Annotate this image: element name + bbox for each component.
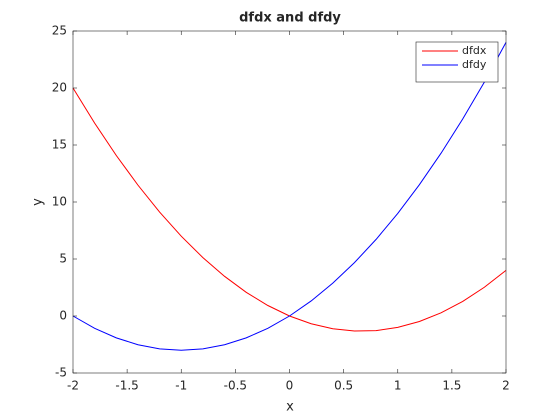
x-tick-label: 1.5 — [442, 379, 461, 393]
x-tick-label: -0.5 — [224, 379, 247, 393]
legend-label: dfdx — [462, 44, 487, 57]
y-tick-label: 10 — [52, 195, 67, 209]
legend-box — [415, 41, 499, 83]
x-axis-label: x — [286, 400, 294, 415]
x-tick-label: 0.5 — [334, 379, 353, 393]
legend-label: dfdy — [462, 58, 487, 71]
y-tick-label: 15 — [52, 138, 67, 152]
x-tick-label: 1 — [394, 379, 402, 393]
y-tick-label: 0 — [59, 309, 67, 323]
x-tick-label: -1.5 — [115, 379, 138, 393]
chart-title: dfdx and dfdy — [239, 11, 341, 26]
x-tick-label: 2 — [502, 379, 510, 393]
y-tick-label: 20 — [52, 81, 67, 95]
x-tick-label: 0 — [286, 379, 294, 393]
line — [72, 42, 507, 351]
y-tick-label: 25 — [52, 24, 67, 38]
x-tick-label: -1 — [175, 379, 187, 393]
y-tick-label: -5 — [55, 366, 67, 380]
y-tick-label: 5 — [59, 252, 67, 266]
y-axis-label: y — [31, 198, 46, 206]
x-tick-label: -2 — [67, 379, 79, 393]
